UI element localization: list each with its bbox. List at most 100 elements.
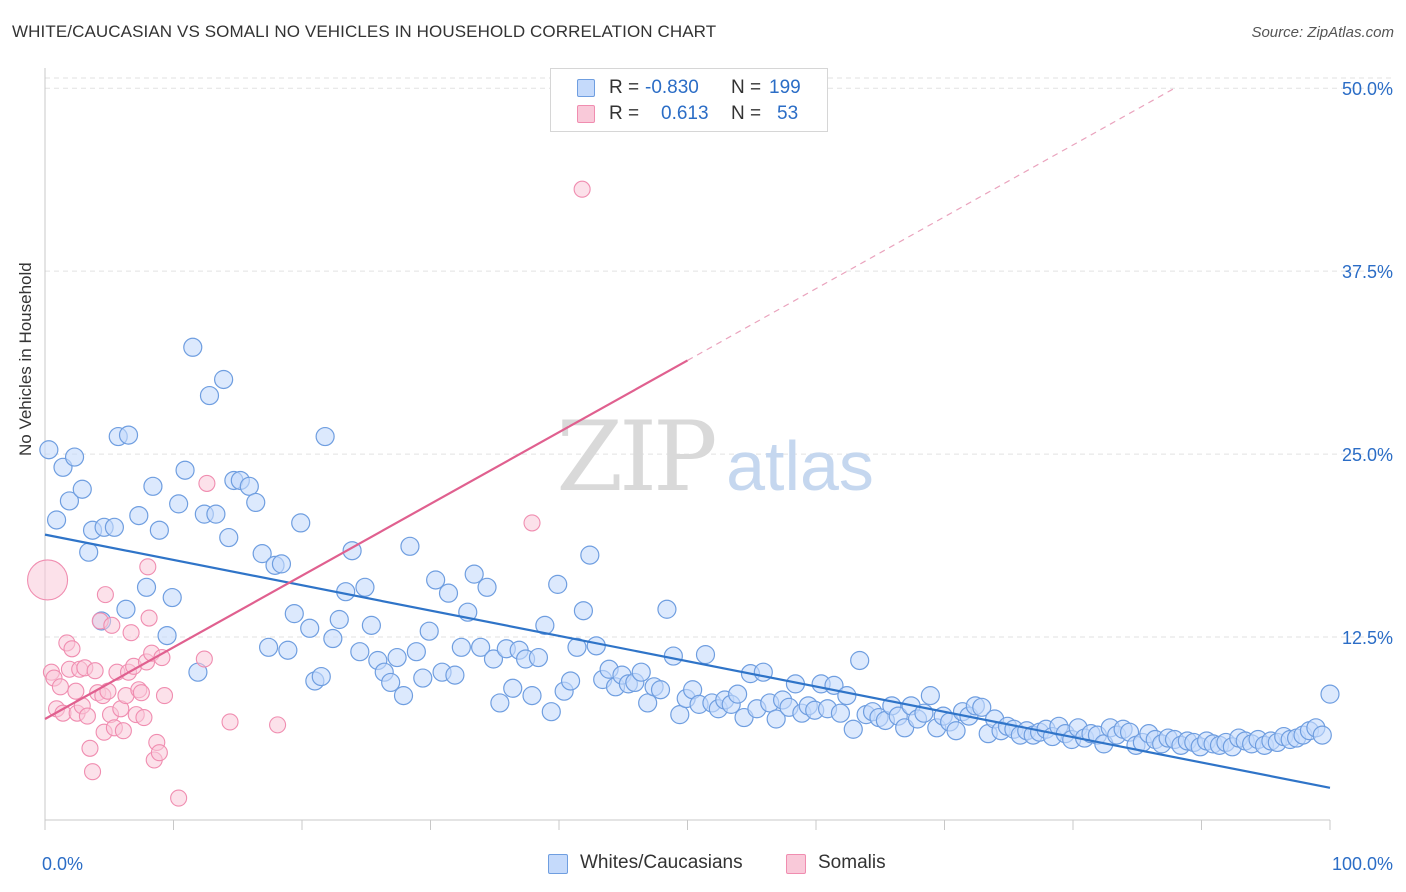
point-whites [972,697,992,717]
point-whites [503,678,523,698]
point-whites [169,494,189,514]
point-somalis [81,739,99,757]
point-whites [548,574,568,594]
watermark-atlas: atlas [726,427,874,505]
point-whites [657,599,677,619]
point-whites [252,544,272,564]
point-somalis [114,722,132,740]
point-whites [39,440,59,460]
point-whites [149,520,169,540]
point-whites [381,672,401,693]
point-whites [535,615,555,635]
point-somalis [523,514,541,532]
point-somalis [67,682,85,700]
trend-lines [44,87,1331,789]
y-tick-label: 25.0% [1342,445,1393,465]
x-tick-label: 0.0% [42,854,83,874]
point-somalis [155,687,174,705]
y-tick-label: 12.5% [1342,628,1393,648]
point-whites [471,637,491,657]
legend-n-label: N = [731,77,762,98]
point-whites [850,650,870,671]
point-whites [206,504,226,524]
y-tick-label: 37.5% [1342,262,1393,282]
point-whites [199,385,220,406]
point-whites [129,505,149,526]
point-whites [214,369,234,390]
point-whites [143,476,163,496]
point-whites [355,577,375,597]
trend-line-somalis-extension [687,87,1175,361]
point-somalis [195,650,213,668]
point-whites [528,647,549,668]
point-whites [162,587,182,608]
point-whites [104,517,124,537]
tick-labels: 12.5% 25.0% 37.5% 50.0% 0.0% 100.0% [42,79,1393,874]
point-whites [315,426,335,447]
bottom-legend-swatch-whites [548,854,568,874]
watermark-zip: ZIP [556,401,715,513]
point-whites [323,628,343,649]
point-whites [284,604,304,624]
point-whites [406,642,426,662]
legend-n-value: 53 [777,103,799,124]
legend-row-somalis: R = 0.613 N = 53 [551,101,827,127]
point-whites [830,703,851,723]
point-whites [387,647,407,668]
legend-box: R = -0.830 N = 199 R = 0.613 N = 53 [550,68,828,132]
point-whites [419,621,439,641]
legend-r-label: R = [609,103,640,124]
point-whites [291,513,311,533]
point-whites [946,721,966,741]
point-whites [560,671,581,691]
watermark: ZIP atlas [556,401,874,513]
point-whites [157,625,177,646]
legend-r-label: R = [609,77,640,98]
gridlines [45,77,1395,638]
point-whites [670,705,690,725]
point-whites [728,684,748,704]
legend-n-value: 199 [769,77,801,98]
point-whites [278,640,298,660]
point-whites [72,479,92,499]
chart-title: WHITE/CAUCASIAN VS SOMALI NO VEHICLES IN… [12,22,717,41]
legend-n-label: N = [731,103,762,124]
legend-r-value: -0.830 [645,77,699,98]
point-whites [766,709,786,729]
series-whites-points [39,337,1340,757]
point-whites [118,425,139,445]
point-whites [393,686,414,706]
point-whites [311,666,331,687]
point-whites [580,545,600,565]
point-somalis [96,586,114,604]
point-somalis [170,789,188,807]
point-whites [483,649,504,669]
point-whites [522,686,542,706]
point-somalis [150,744,168,762]
legend-r-value: 0.613 [661,103,709,124]
point-somalis [122,624,140,642]
point-somalis [221,713,239,731]
point-somalis [140,609,158,627]
point-whites [350,642,370,662]
point-whites [183,337,203,357]
bottom-legend-swatch-somalis [786,854,806,874]
point-whites [464,564,484,584]
point-somalis [63,640,81,658]
point-whites [1320,684,1340,704]
point-whites [573,601,594,621]
point-whites [541,702,561,722]
chart-source: Source: ZipAtlas.com [1251,24,1394,41]
point-somalis [269,716,287,734]
legend-swatch-somalis [577,105,595,123]
point-whites [843,719,863,739]
point-somalis [27,559,69,601]
bottom-legend-label-somalis: Somalis [818,852,886,873]
point-whites [329,609,349,630]
point-somalis [135,709,153,727]
point-whites [490,693,510,713]
point-whites [46,510,67,530]
point-whites [1312,725,1332,745]
point-whites [219,527,239,548]
point-whites [116,599,136,619]
